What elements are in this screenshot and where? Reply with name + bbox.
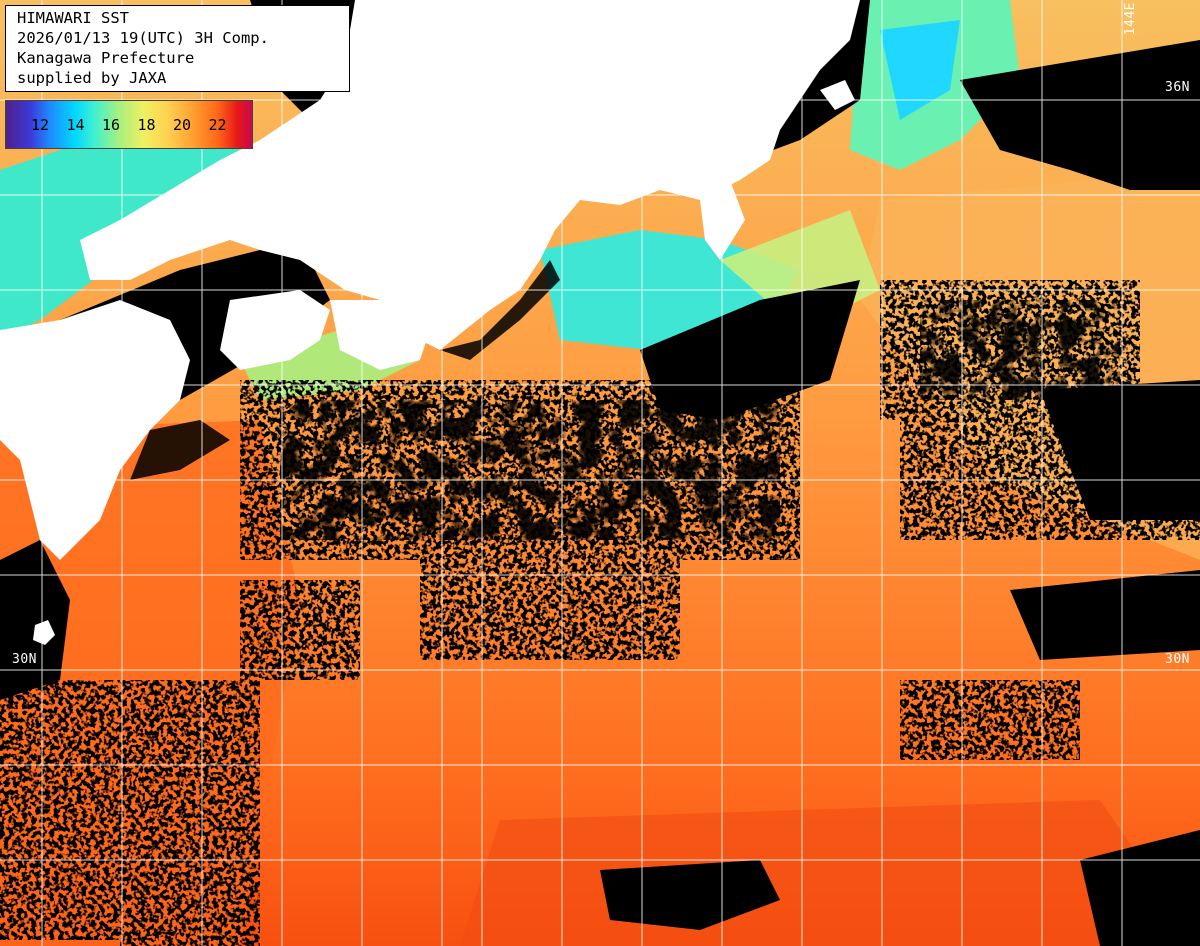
lat-30n-label-left: 30N <box>12 652 37 667</box>
title-box: HIMAWARI SST 2026/01/13 19(UTC) 3H Comp.… <box>5 5 350 92</box>
colorbar-label-20: 20 <box>173 115 192 134</box>
colorbar-label-22: 22 <box>208 115 227 134</box>
colorbar-label-14: 14 <box>66 115 85 134</box>
lat-33n-label: 33 <box>10 372 27 387</box>
lon-136e-label: 136E <box>483 2 498 36</box>
provider-prefecture: Kanagawa Prefecture <box>17 49 195 67</box>
colorbar-label-12: 12 <box>31 115 50 134</box>
data-supplier: supplied by JAXA <box>17 69 167 87</box>
colorbar-label-16: 16 <box>102 115 121 134</box>
lat-30n-label-right: 30N <box>1165 652 1190 667</box>
temperature-colorbar <box>5 100 253 149</box>
product-title: HIMAWARI SST <box>17 9 129 27</box>
lat-36n-label: 36N <box>1165 80 1190 95</box>
lon-144e-label: 144E <box>1123 2 1138 36</box>
colorbar-label-18: 18 <box>137 115 156 134</box>
colorbar-labels: 12 14 16 18 20 22 <box>5 100 253 149</box>
observation-time: 2026/01/13 19(UTC) 3H Comp. <box>17 29 269 47</box>
